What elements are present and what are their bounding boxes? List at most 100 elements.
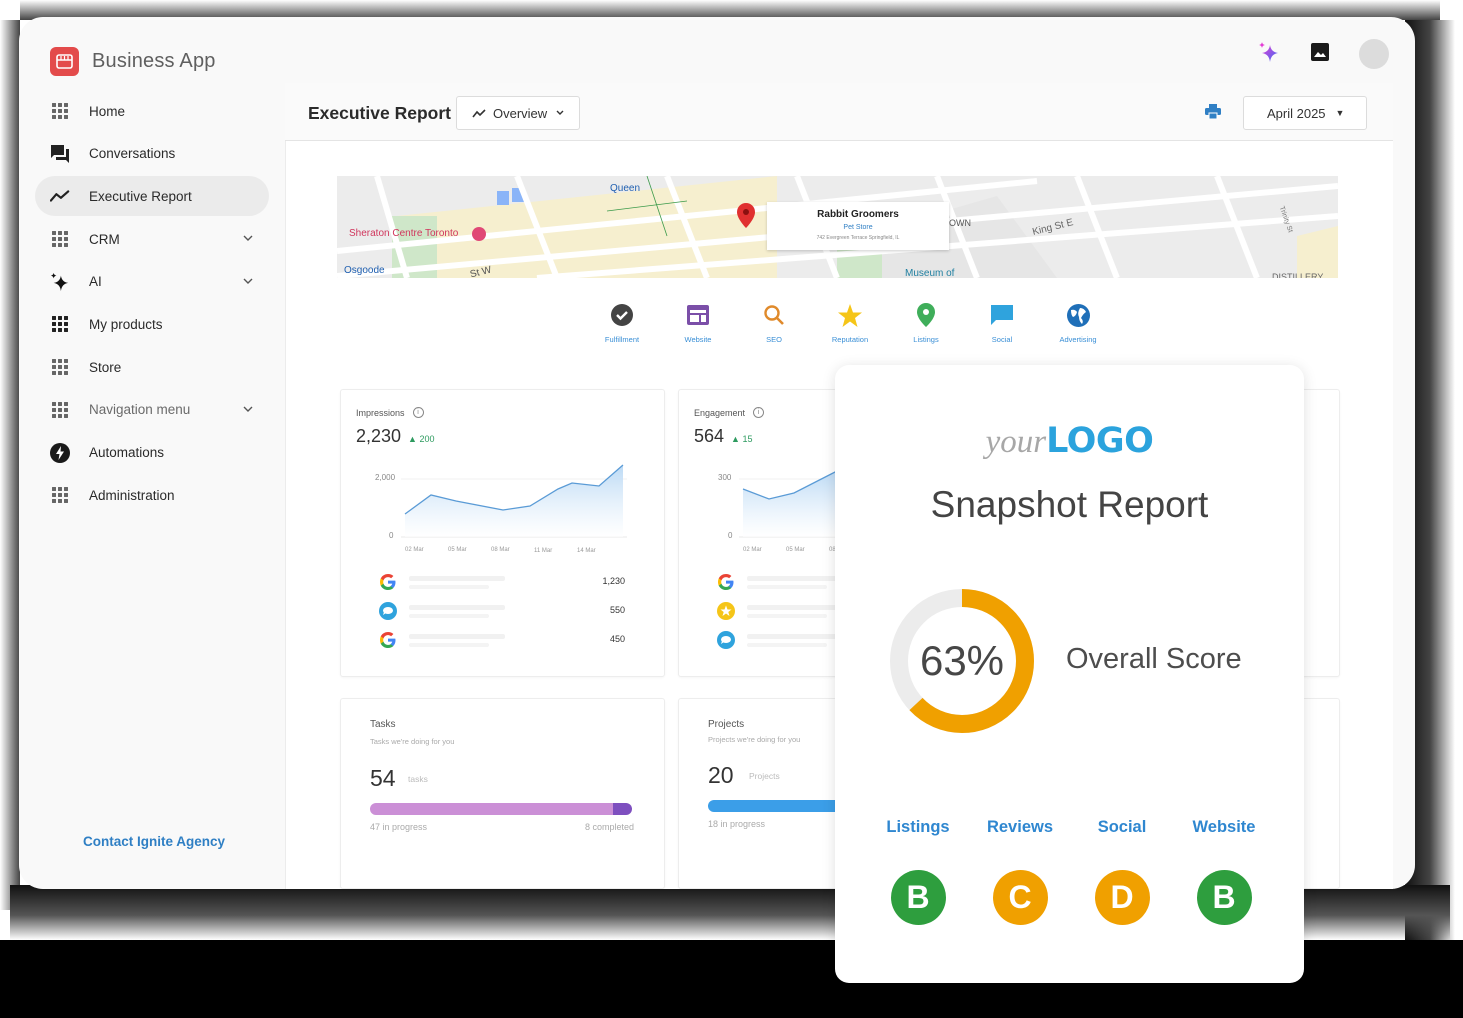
product-label: Website xyxy=(684,335,712,344)
grade-label: Reviews xyxy=(986,818,1054,836)
grade-website[interactable]: Website B xyxy=(1173,818,1275,925)
page-header: Executive Report Overview April 2025 ▼ xyxy=(285,83,1393,141)
source-value: 450 xyxy=(609,634,625,644)
date-selector-dropdown[interactable]: April 2025 ▼ xyxy=(1243,96,1367,130)
product-listings[interactable]: Listings xyxy=(890,303,962,344)
x-axis-label: 08 Mar xyxy=(491,547,510,553)
product-fulfillment[interactable]: Fulfillment xyxy=(586,303,658,344)
metric-delta: ▲ 15 xyxy=(731,434,753,444)
globe-icon xyxy=(1042,303,1114,327)
grade-list: Listings B Reviews C Social D Website B xyxy=(867,818,1275,925)
info-icon[interactable]: i xyxy=(753,407,765,418)
product-label: Advertising xyxy=(1059,335,1097,344)
star-icon xyxy=(814,303,886,327)
source-row xyxy=(717,631,967,653)
sidebar-item-crm[interactable]: CRM xyxy=(35,219,269,259)
bolt-icon xyxy=(50,442,70,463)
sidebar-item-label: Automations xyxy=(89,445,165,460)
business-name: Rabbit Groomers xyxy=(817,209,899,220)
google-icon xyxy=(380,574,396,590)
y-axis-label: 0 xyxy=(389,531,394,540)
grade-reviews[interactable]: Reviews C xyxy=(969,818,1071,925)
business-info-card[interactable]: Rabbit Groomers Pet Store 742 Evergreen … xyxy=(767,202,949,250)
chat-bubble-icon xyxy=(966,303,1038,327)
map-label: Queen xyxy=(610,183,641,194)
metric-delta: ▲ 200 xyxy=(408,434,435,444)
caret-down-icon: ▼ xyxy=(1335,108,1345,118)
card-title: Engagement i xyxy=(694,407,765,418)
image-icon[interactable] xyxy=(1311,42,1329,66)
y-axis-label: 0 xyxy=(728,531,733,540)
overall-score-label: Overall Score xyxy=(1066,643,1242,675)
trend-icon xyxy=(50,186,70,206)
sidebar-item-label: Store xyxy=(89,359,122,375)
grade-label: Listings xyxy=(886,818,950,836)
view-selector-label: Overview xyxy=(493,105,548,121)
app-name: Business App xyxy=(92,50,216,72)
sidebar-item-ai[interactable]: AI xyxy=(35,262,269,302)
product-social[interactable]: Social xyxy=(966,303,1038,344)
x-axis-label: 05 Mar xyxy=(786,547,805,553)
product-reputation[interactable]: Reputation xyxy=(814,303,886,344)
sidebar-item-executive-report[interactable]: Executive Report xyxy=(35,176,269,217)
sidebar-item-navigation-menu[interactable]: Navigation menu xyxy=(35,390,269,430)
product-seo[interactable]: SEO xyxy=(738,303,810,344)
view-selector-dropdown[interactable]: Overview xyxy=(456,96,580,130)
product-advertising[interactable]: Advertising xyxy=(1042,303,1114,344)
logo-logo-text: LOGO xyxy=(1046,421,1154,461)
projects-subtitle: Projects we're doing for you xyxy=(708,735,801,744)
delta-value: 200 xyxy=(419,434,435,444)
sidebar-item-label: AI xyxy=(89,274,102,290)
website-icon xyxy=(662,303,734,327)
sidebar-item-label: Administration xyxy=(89,487,175,503)
map-label: Museum of xyxy=(905,268,955,278)
store-icon xyxy=(50,47,79,76)
chat-icon xyxy=(50,144,70,164)
tasks-progress-bar xyxy=(370,803,632,815)
grade-listings[interactable]: Listings B xyxy=(867,818,969,925)
chevron-down-icon[interactable] xyxy=(241,402,255,416)
sidebar: Business App Home Conversations Executiv… xyxy=(19,17,285,889)
tasks-card: Tasks Tasks we're doing for you 54 tasks… xyxy=(340,698,665,889)
business-map[interactable]: Queen Sheraton Centre Toronto Osgoode Ki… xyxy=(337,176,1338,278)
grid-icon xyxy=(50,357,70,377)
product-label: Fulfillment xyxy=(604,335,640,344)
projects-count: 20 xyxy=(708,762,734,788)
snapshot-report-card: yourLOGO Snapshot Report 63% Overall Sco… xyxy=(835,365,1304,983)
projects-title: Projects xyxy=(708,719,745,730)
y-axis-label: 300 xyxy=(718,473,732,482)
map-pin-icon xyxy=(890,303,962,327)
product-label: SEO xyxy=(766,335,782,344)
sidebar-item-label: Navigation menu xyxy=(89,402,191,418)
tasks-in-progress: 47 in progress xyxy=(370,822,428,832)
impressions-metric: 2,230 ▲ 200 xyxy=(356,426,435,447)
source-row: 450 xyxy=(379,631,629,653)
projects-unit: Projects xyxy=(749,771,780,781)
impressions-title: Impressions xyxy=(356,407,405,418)
contact-agency-link[interactable]: Contact Ignite Agency xyxy=(83,834,226,849)
sidebar-item-automations[interactable]: Automations xyxy=(35,433,269,473)
tasks-subtitle: Tasks we're doing for you xyxy=(370,737,455,746)
score-donut-chart xyxy=(890,589,1034,733)
source-value: 1,230 xyxy=(602,576,625,586)
window-shadow xyxy=(20,0,1440,20)
chevron-down-icon xyxy=(556,110,564,115)
source-row: 1,230 xyxy=(379,573,629,595)
sidebar-item-my-products[interactable]: My products xyxy=(35,304,269,344)
sidebar-item-conversations[interactable]: Conversations xyxy=(35,134,269,174)
ai-sparkle-icon[interactable] xyxy=(1257,40,1281,69)
info-icon[interactable]: i xyxy=(412,407,424,418)
chevron-down-icon[interactable] xyxy=(241,231,255,245)
print-icon[interactable] xyxy=(1205,104,1221,124)
card-title: Impressions i xyxy=(356,407,424,418)
grade-social[interactable]: Social D xyxy=(1071,818,1173,925)
sidebar-item-store[interactable]: Store xyxy=(35,347,269,387)
brand[interactable]: Business App xyxy=(50,47,216,76)
avatar[interactable] xyxy=(1359,39,1389,69)
chevron-down-icon[interactable] xyxy=(241,274,255,288)
sidebar-item-administration[interactable]: Administration xyxy=(35,475,269,515)
sidebar-item-home[interactable]: Home xyxy=(35,91,269,131)
grid-icon xyxy=(50,101,70,121)
tasks-unit: tasks xyxy=(408,774,428,784)
product-website[interactable]: Website xyxy=(662,303,734,344)
